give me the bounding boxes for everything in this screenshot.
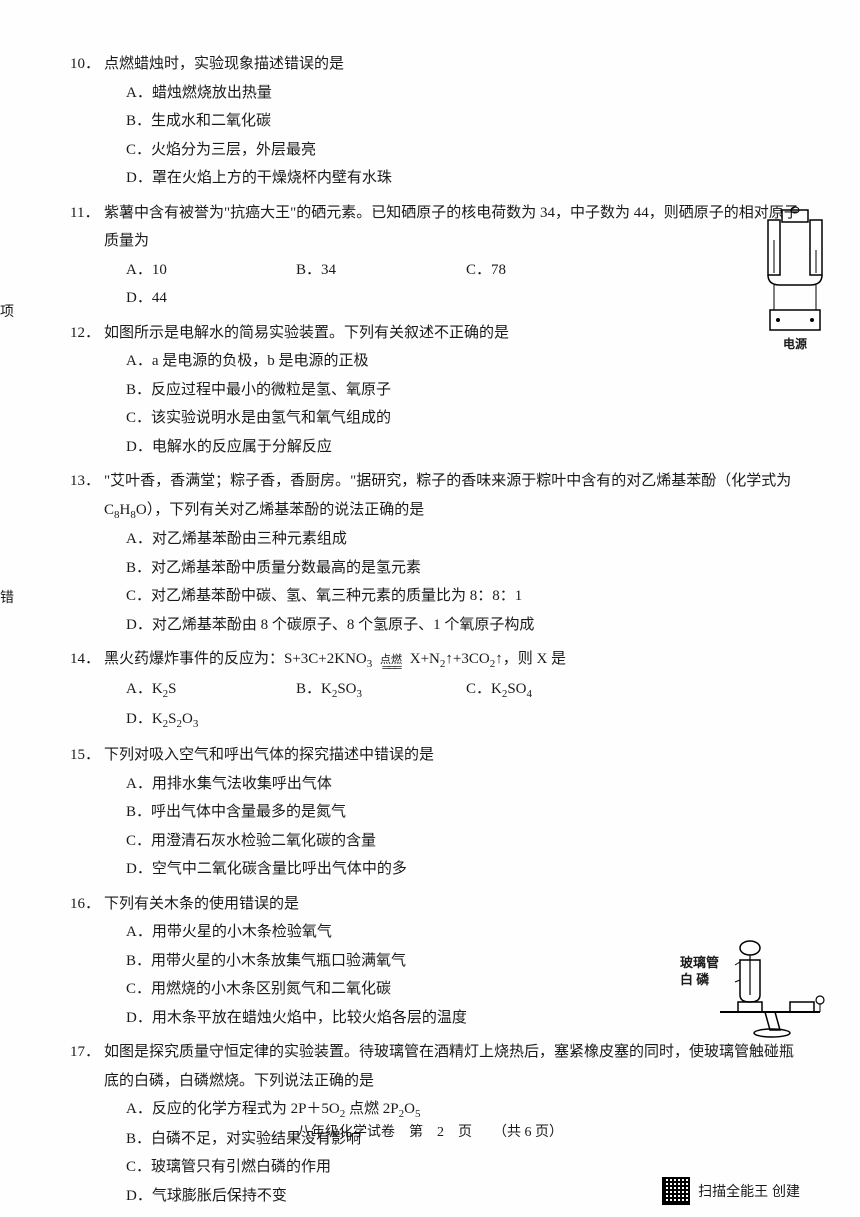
option-D: D．电解水的反应属于分解反应 (126, 433, 800, 462)
option-D: D．K2S2O3 (126, 705, 286, 735)
question-11: 11．紫薯中含有被誉为"抗癌大王"的硒元素。已知硒原子的核电荷数为 34，中子数… (70, 199, 800, 313)
option-C: C．用澄清石灰水检验二氧化碳的含量 (126, 827, 800, 856)
balance-label-1: 玻璃管 (680, 955, 719, 972)
options: A．10 B．34 C．78 D．44 (70, 256, 800, 313)
option-A: A．K2S (126, 675, 286, 705)
question-12: 12．如图所示是电解水的简易实验装置。下列有关叙述不正确的是A．a 是电源的负极… (70, 319, 800, 462)
options: A．用排水集气法收集呼出气体B．呼出气体中含量最多的是氮气C．用澄清石灰水检验二… (70, 770, 800, 884)
option-B: B．呼出气体中含量最多的是氮气 (126, 798, 800, 827)
options: A．对乙烯基苯酚由三种元素组成B．对乙烯基苯酚中质量分数最高的是氢元素C．对乙烯… (70, 525, 800, 639)
question-text: 下列有关木条的使用错误的是 (104, 890, 800, 919)
option-D: D．对乙烯基苯酚由 8 个碳原子、8 个氢原子、1 个氧原子构成 (126, 611, 800, 640)
option-A: A．蜡烛燃烧放出热量 (126, 79, 800, 108)
question-stem: 17．如图是探究质量守恒定律的实验装置。待玻璃管在酒精灯上烧热后，塞紧橡皮塞的同… (70, 1038, 800, 1095)
question-number: 15． (70, 741, 104, 770)
option-B: B．34 (296, 256, 456, 285)
options: A．蜡烛燃烧放出热量B．生成水和二氧化碳C．火焰分为三层，外层最亮D．罩在火焰上… (70, 79, 800, 193)
question-stem: 14．黑火药爆炸事件的反应为：S+3C+2KNO3 点燃 X+N2↑+3CO2↑… (70, 645, 800, 675)
scan-text: 扫描全能王 创建 (698, 1178, 800, 1205)
question-stem: 13．"艾叶香，香满堂；粽子香，香厨房。"据研究，粽子的香味来源于粽叶中含有的对… (70, 467, 800, 525)
option-B: B．生成水和二氧化碳 (126, 107, 800, 136)
balance-label-2: 白 磷 (680, 972, 719, 989)
option-B: B．反应过程中最小的微粒是氢、氧原子 (126, 376, 800, 405)
question-text: 下列对吸入空气和呼出气体的探究描述中错误的是 (104, 741, 800, 770)
option-D: D．44 (126, 284, 286, 313)
question-number: 12． (70, 319, 104, 348)
question-number: 13． (70, 467, 104, 496)
option-D: D．空气中二氧化碳含量比呼出气体中的多 (126, 855, 800, 884)
option-A: A．对乙烯基苯酚由三种元素组成 (126, 525, 800, 554)
question-text: 如图所示是电解水的简易实验装置。下列有关叙述不正确的是 (104, 319, 800, 348)
question-stem: 15．下列对吸入空气和呼出气体的探究描述中错误的是 (70, 741, 800, 770)
qr-icon (662, 1177, 690, 1205)
option-A: A．10 (126, 256, 286, 285)
question-text: 如图是探究质量守恒定律的实验装置。待玻璃管在酒精灯上烧热后，塞紧橡皮塞的同时，使… (104, 1038, 800, 1095)
question-stem: 10．点燃蜡烛时，实验现象描述错误的是 (70, 50, 800, 79)
option-C: C．K2SO4 (466, 675, 626, 705)
scan-badge: 扫描全能王 创建 (662, 1177, 800, 1205)
option-C: C．78 (466, 256, 626, 285)
question-number: 10． (70, 50, 104, 79)
option-A: A．用排水集气法收集呼出气体 (126, 770, 800, 799)
option-C: C．对乙烯基苯酚中碳、氢、氧三种元素的质量比为 8：8：1 (126, 582, 800, 611)
question-13: 13．"艾叶香，香满堂；粽子香，香厨房。"据研究，粽子的香味来源于粽叶中含有的对… (70, 467, 800, 639)
question-text: 黑火药爆炸事件的反应为：S+3C+2KNO3 点燃 X+N2↑+3CO2↑，则 … (104, 645, 800, 675)
option-D: D．罩在火焰上方的干燥烧杯内壁有水珠 (126, 164, 800, 193)
edge-text-2: 错 (0, 586, 14, 613)
option-C: C．该实验说明水是由氢气和氧气组成的 (126, 404, 800, 433)
question-stem: 12．如图所示是电解水的简易实验装置。下列有关叙述不正确的是 (70, 319, 800, 348)
question-14: 14．黑火药爆炸事件的反应为：S+3C+2KNO3 点燃 X+N2↑+3CO2↑… (70, 645, 800, 735)
option-C: C．火焰分为三层，外层最亮 (126, 136, 800, 165)
question-stem: 11．紫薯中含有被誉为"抗癌大王"的硒元素。已知硒原子的核电荷数为 34，中子数… (70, 199, 800, 256)
question-stem: 16．下列有关木条的使用错误的是 (70, 890, 800, 919)
question-number: 14． (70, 645, 104, 674)
option-B: B．对乙烯基苯酚中质量分数最高的是氢元素 (126, 554, 800, 583)
option-A: A．a 是电源的负极，b 是电源的正极 (126, 347, 800, 376)
option-B: B．K2SO3 (296, 675, 456, 705)
options: A．a 是电源的负极，b 是电源的正极B．反应过程中最小的微粒是氢、氧原子C．该… (70, 347, 800, 461)
options: A．K2S B．K2SO3 C．K2SO4 D．K2S2O3 (70, 675, 800, 735)
question-number: 11． (70, 199, 104, 228)
question-text: 紫薯中含有被誉为"抗癌大王"的硒元素。已知硒原子的核电荷数为 34，中子数为 4… (104, 199, 800, 256)
question-number: 17． (70, 1038, 104, 1067)
question-10: 10．点燃蜡烛时，实验现象描述错误的是A．蜡烛燃烧放出热量B．生成水和二氧化碳C… (70, 50, 800, 193)
question-text: "艾叶香，香满堂；粽子香，香厨房。"据研究，粽子的香味来源于粽叶中含有的对乙烯基… (104, 467, 800, 525)
question-15: 15．下列对吸入空气和呼出气体的探究描述中错误的是A．用排水集气法收集呼出气体B… (70, 741, 800, 884)
edge-text-1: 项 (0, 300, 14, 327)
figure-balance: 玻璃管 白 磷 (690, 940, 830, 1040)
question-number: 16． (70, 890, 104, 919)
figure-electrolysis: 电源 (760, 205, 830, 340)
page-footer: 八年级化学试卷 第 2 页 （共 6 页） (0, 1120, 860, 1147)
question-text: 点燃蜡烛时，实验现象描述错误的是 (104, 50, 800, 79)
